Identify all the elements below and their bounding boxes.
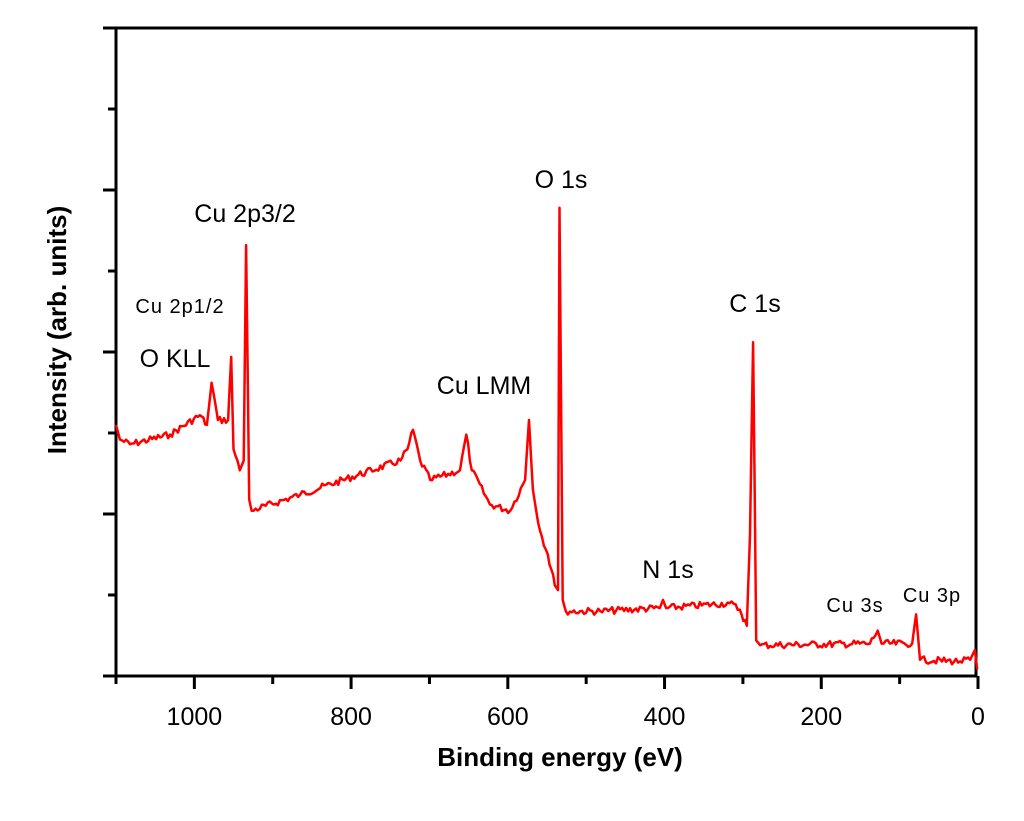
x-tick-label: 0 <box>971 703 985 731</box>
peak-label: N 1s <box>642 556 693 584</box>
x-axis-tick-labels: 1000 800 600 400 200 0 <box>167 703 985 731</box>
y-axis-ticks <box>103 26 116 678</box>
peak-label: Cu LMM <box>437 372 531 400</box>
x-axis-title: Binding energy (eV) <box>437 742 683 772</box>
peak-label: O 1s <box>535 166 588 194</box>
x-tick-label: 600 <box>487 703 529 731</box>
peak-label: Cu 2p3/2 <box>194 200 295 228</box>
peak-annotations: Cu 2p3/2 O 1s C 1s Cu 2p1/2 O KLL Cu LMM N 1s C… <box>135 166 961 617</box>
x-axis-ticks <box>114 676 980 689</box>
peak-label: Cu 3p <box>903 585 961 607</box>
x-tick-label: 200 <box>800 703 842 731</box>
y-axis-title: Intensity (arb. units) <box>42 206 72 454</box>
peak-label: O KLL <box>140 345 211 373</box>
x-tick-label: 800 <box>330 703 372 731</box>
spectrum-line <box>114 206 979 670</box>
peak-label: Cu 2p1/2 <box>135 296 224 318</box>
x-tick-label: 1000 <box>167 703 223 731</box>
peak-label: Cu 3s <box>826 595 883 617</box>
peak-label: C 1s <box>729 290 780 318</box>
x-tick-label: 400 <box>644 703 686 731</box>
